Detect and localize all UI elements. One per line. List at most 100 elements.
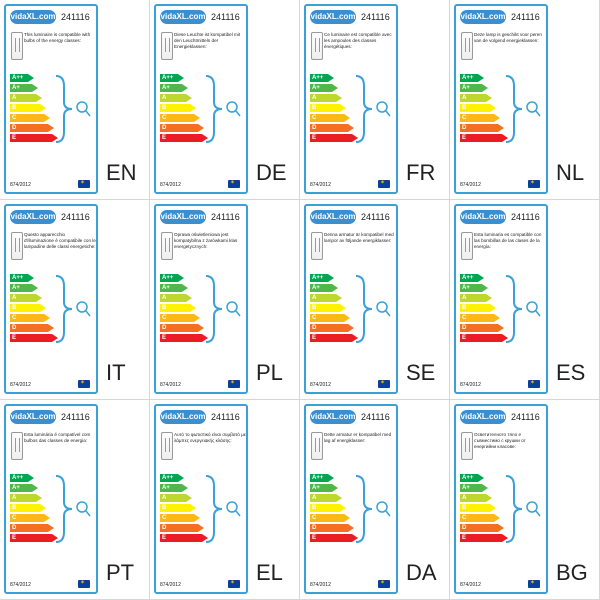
language-code: EL (256, 560, 283, 585)
energy-scale: A++ A+ A B C D E (160, 74, 208, 144)
luminaire-icon (311, 232, 323, 260)
energy-scale: A++ A+ A B C D E (460, 474, 508, 544)
energy-scale: A++ A+ A B C D E (460, 74, 508, 144)
model-number: 241116 (61, 412, 90, 422)
brace-with-bulb-icon (355, 475, 391, 543)
eu-flag-icon (78, 179, 90, 188)
energy-class-bar: B (460, 504, 496, 512)
energy-class-bar: B (10, 304, 46, 312)
energy-class-bar: D (460, 124, 504, 132)
energy-class-bar: A (10, 494, 42, 502)
energy-class-bar: D (160, 524, 204, 532)
regulation-number: 874/2012 (310, 182, 331, 188)
energy-class-bar: A+ (160, 284, 188, 292)
energy-scale: A++ A+ A B C D E (310, 74, 358, 144)
energy-class-bar: A+ (10, 484, 38, 492)
energy-scale: A++ A+ A B C D E (310, 474, 358, 544)
brand-logo: vidaXL.com (160, 410, 206, 424)
regulation-number: 874/2012 (160, 182, 181, 188)
brace-with-bulb-icon (355, 75, 391, 143)
energy-class-bar: E (310, 134, 358, 142)
energy-class-bar: E (160, 534, 208, 542)
energy-class-bar: A (310, 494, 342, 502)
energy-label-card: vidaXL.com 241116 Esta luminaria es compat… (454, 204, 548, 394)
energy-class-bar: A (310, 94, 342, 102)
eu-flag-icon (228, 579, 240, 588)
energy-scale: A++ A+ A B C D E (10, 474, 58, 544)
energy-class-bar: C (310, 114, 350, 122)
energy-class-bar: A+ (160, 84, 188, 92)
energy-label-card: vidaXL.com 241116 Deze lamp is geschikt vo… (454, 4, 548, 194)
eu-flag-icon (228, 179, 240, 188)
energy-scale: A++ A+ A B C D E (160, 274, 208, 344)
model-number: 241116 (511, 12, 540, 22)
energy-class-bar: A (460, 94, 492, 102)
energy-label-panel-fr: vidaXL.com 241116 Ce luminaire est compati… (300, 0, 450, 200)
energy-class-bar: A++ (10, 274, 34, 282)
luminaire-icon (461, 232, 473, 260)
brace-with-bulb-icon (355, 275, 391, 343)
energy-class-bar: A+ (310, 484, 338, 492)
energy-class-bar: C (160, 314, 200, 322)
energy-class-bar: E (460, 534, 508, 542)
energy-label-panel-pl: vidaXL.com 241116 Oprawa oświetleniowa jes… (150, 200, 300, 400)
energy-class-bar: D (160, 124, 204, 132)
model-number: 241116 (361, 412, 390, 422)
eu-flag-icon (528, 579, 540, 588)
energy-class-bar: A+ (310, 284, 338, 292)
energy-class-bar: A++ (160, 74, 184, 82)
energy-label-card: vidaXL.com 241116 Осветителното тяло е съв… (454, 404, 548, 594)
compatibility-text: Diese Leuchte ist kompatibel mit den Leu… (174, 32, 241, 49)
energy-class-bar: B (160, 504, 196, 512)
energy-class-bar: D (460, 324, 504, 332)
brand-logo: vidaXL.com (460, 210, 506, 224)
energy-label-card: vidaXL.com 241116 Esta luminária é compatí… (4, 404, 98, 594)
energy-label-panel-da: vidaXL.com 241116 Dette armatur er kompati… (300, 400, 450, 600)
language-code: EN (106, 160, 137, 185)
energy-label-card: vidaXL.com 241116 Oprawa oświetleniowa jes… (154, 204, 248, 394)
brand-logo: vidaXL.com (160, 10, 206, 24)
eu-flag-icon (228, 379, 240, 388)
energy-label-card: vidaXL.com 241116 Ce luminaire est compati… (304, 4, 398, 194)
energy-class-bar: A (160, 294, 192, 302)
energy-class-bar: A+ (460, 84, 488, 92)
energy-class-bar: A++ (310, 274, 334, 282)
energy-class-bar: A+ (460, 284, 488, 292)
luminaire-icon (11, 232, 23, 260)
regulation-number: 874/2012 (160, 582, 181, 588)
energy-class-bar: A (160, 94, 192, 102)
energy-class-bar: B (460, 304, 496, 312)
language-code: IT (106, 360, 126, 385)
energy-class-bar: E (460, 134, 508, 142)
brand-logo: vidaXL.com (460, 10, 506, 24)
energy-class-bar: E (10, 534, 58, 542)
energy-label-panel-nl: vidaXL.com 241116 Deze lamp is geschikt vo… (450, 0, 600, 200)
brace-with-bulb-icon (505, 75, 541, 143)
energy-class-bar: E (10, 334, 58, 342)
brace-with-bulb-icon (55, 475, 91, 543)
energy-class-bar: B (310, 104, 346, 112)
energy-class-bar: A++ (460, 74, 484, 82)
energy-class-bar: D (160, 324, 204, 332)
brace-with-bulb-icon (55, 75, 91, 143)
energy-label-panel-bg: vidaXL.com 241116 Осветителното тяло е съв… (450, 400, 600, 600)
energy-label-card: vidaXL.com 241116 Αυτό το φωτιστικό είναι … (154, 404, 248, 594)
energy-class-bar: A+ (10, 284, 38, 292)
energy-class-bar: C (160, 514, 200, 522)
energy-scale: A++ A+ A B C D E (10, 274, 58, 344)
energy-label-panel-es: vidaXL.com 241116 Esta luminaria es compat… (450, 200, 600, 400)
energy-class-bar: D (10, 524, 54, 532)
model-number: 241116 (211, 212, 240, 222)
brand-logo: vidaXL.com (10, 10, 56, 24)
energy-label-panel-it: vidaXL.com 241116 Questo apparecchio d'ill… (0, 200, 150, 400)
eu-flag-icon (78, 579, 90, 588)
compatibility-text: Esta luminaria es compatible con las bom… (474, 232, 542, 249)
energy-label-card: vidaXL.com 241116 This luminaire is compat… (4, 4, 98, 194)
model-number: 241116 (361, 212, 390, 222)
compatibility-text: Esta luminária é compatível com bulbos d… (24, 432, 91, 443)
energy-scale: A++ A+ A B C D E (460, 274, 508, 344)
luminaire-icon (161, 232, 173, 260)
energy-class-bar: E (310, 534, 358, 542)
language-code: DA (406, 560, 437, 585)
eu-flag-icon (378, 579, 390, 588)
